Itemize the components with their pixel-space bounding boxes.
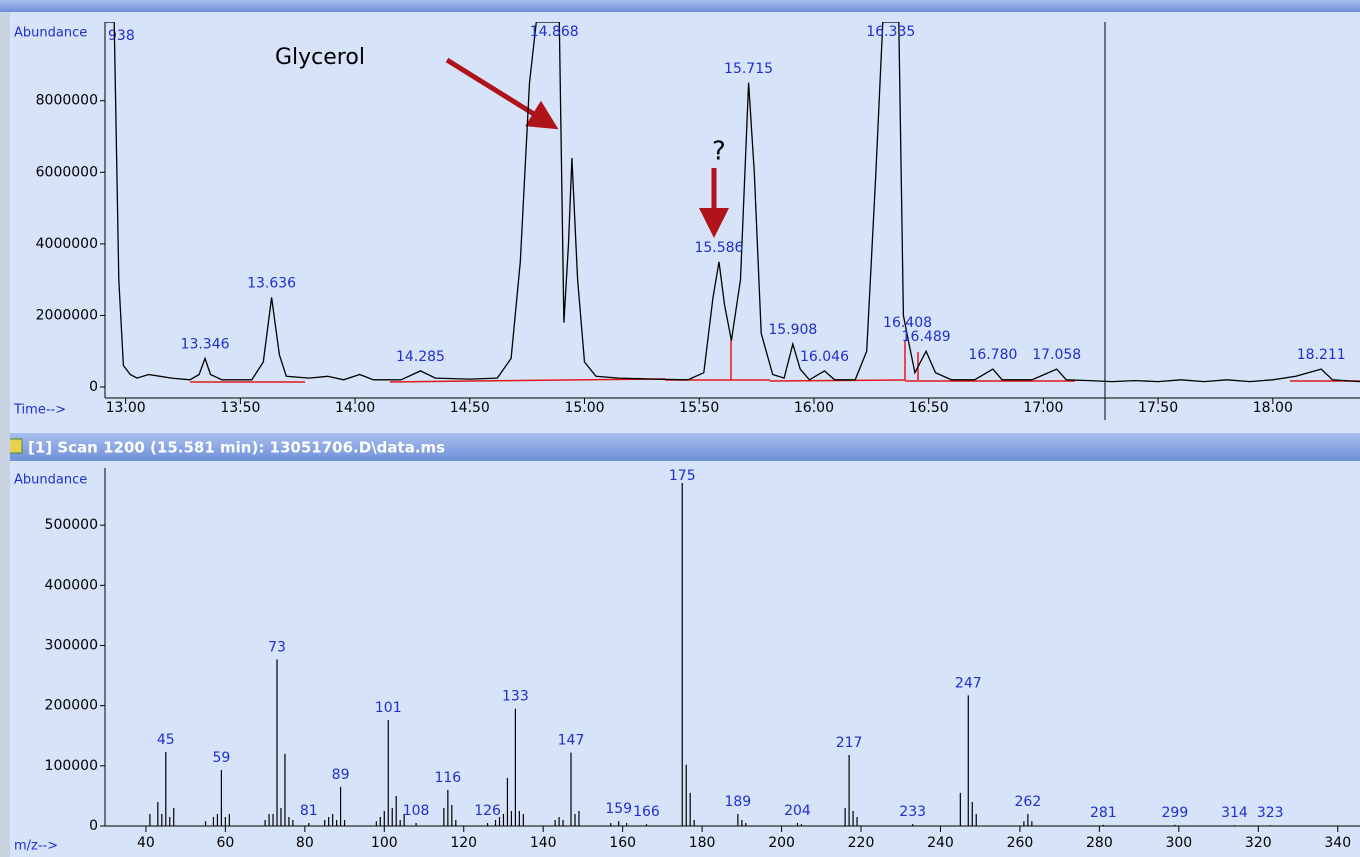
y-tick-label: 200000 — [45, 698, 98, 714]
window-icon — [7, 438, 23, 454]
peak-label: 217 — [836, 735, 863, 751]
left-border — [0, 12, 10, 857]
x-axis-label: m/z--> — [14, 839, 58, 854]
peak-label: 147 — [558, 733, 585, 749]
y-tick-label: 0 — [89, 379, 98, 395]
x-tick-label: 16.50 — [909, 400, 949, 416]
peak-label: 108 — [403, 803, 430, 819]
y-axis-label: Abundance — [14, 473, 87, 488]
annotation: 938 — [108, 28, 135, 44]
peak-label: 15.715 — [724, 61, 773, 77]
y-tick-label: 2000000 — [36, 307, 98, 323]
baseline — [769, 379, 906, 382]
peak-label: 13.636 — [247, 276, 296, 292]
peak-label: 16.780 — [968, 347, 1017, 363]
y-axis-label: Abundance — [14, 26, 87, 41]
x-tick-label: 260 — [1007, 835, 1034, 851]
y-tick-label: 4000000 — [36, 236, 98, 252]
y-tick-label: 0 — [89, 818, 98, 834]
x-tick-label: 17.00 — [1023, 400, 1063, 416]
x-tick-label: 18.00 — [1253, 400, 1293, 416]
peak-label: 247 — [955, 675, 982, 691]
x-tick-label: 320 — [1245, 835, 1272, 851]
peak-label: 314 — [1221, 805, 1248, 821]
x-tick-label: 160 — [609, 835, 636, 851]
x-tick-label: 180 — [689, 835, 716, 851]
x-tick-label: 13.00 — [106, 400, 146, 416]
x-tick-label: 340 — [1324, 835, 1351, 851]
baseline — [469, 378, 666, 382]
peak-label: 233 — [899, 804, 926, 820]
peak-label: 89 — [332, 767, 350, 783]
x-tick-label: 200 — [768, 835, 795, 851]
x-tick-label: 300 — [1165, 835, 1192, 851]
peak-label: 166 — [633, 804, 660, 820]
x-tick-label: 120 — [450, 835, 477, 851]
y-tick-label: 100000 — [45, 758, 98, 774]
peak-label: 281 — [1090, 805, 1117, 821]
peak-label: 73 — [268, 639, 286, 655]
peak-label: 45 — [157, 732, 175, 748]
x-tick-label: 240 — [927, 835, 954, 851]
peak-label: 126 — [474, 803, 501, 819]
y-tick-label: 6000000 — [36, 164, 98, 180]
x-tick-label: 220 — [848, 835, 875, 851]
peak-label: 14.868 — [530, 24, 579, 40]
y-tick-label: 400000 — [45, 577, 98, 593]
peak-label: 159 — [605, 801, 632, 817]
spectrum-panel — [0, 461, 1360, 857]
x-tick-label: 280 — [1086, 835, 1113, 851]
x-tick-label: 13.50 — [220, 400, 260, 416]
top-bar — [0, 0, 1360, 12]
peak-label: 16.489 — [902, 329, 951, 345]
x-tick-label: 16.00 — [794, 400, 834, 416]
peak-label: 133 — [502, 689, 529, 705]
x-tick-label: 15.50 — [679, 400, 719, 416]
x-tick-label: 60 — [216, 835, 234, 851]
x-axis-label: Time--> — [13, 403, 66, 418]
peak-label: 299 — [1162, 805, 1189, 821]
peak-label: 101 — [375, 700, 402, 716]
peak-label: 16.335 — [866, 24, 915, 40]
x-tick-label: 100 — [371, 835, 398, 851]
peak-label: 59 — [212, 750, 230, 766]
peak-label: 14.285 — [396, 349, 445, 365]
x-tick-label: 15.00 — [564, 400, 604, 416]
x-tick-label: 17.50 — [1138, 400, 1178, 416]
chromatogram-panel — [0, 12, 1360, 422]
peak-label: 15.586 — [694, 240, 743, 256]
peak-label: 15.908 — [768, 322, 817, 338]
arrow — [445, 57, 559, 130]
peak-label: 175 — [669, 468, 696, 484]
peak-label: 17.058 — [1032, 347, 1081, 363]
x-tick-label: 140 — [530, 835, 557, 851]
peak-label: 13.346 — [181, 336, 230, 352]
peak-label: 323 — [1257, 805, 1284, 821]
y-tick-label: 300000 — [45, 637, 98, 653]
peak-label: 16.408 — [883, 315, 932, 331]
baseline — [389, 380, 471, 383]
peak-label: 18.211 — [1297, 347, 1346, 363]
peak-label: 81 — [300, 803, 318, 819]
trace — [105, 22, 1360, 383]
y-tick-label: 8000000 — [36, 93, 98, 109]
spectrum-title-bar — [0, 433, 1360, 461]
x-tick-label: 40 — [137, 835, 155, 851]
spectrum-title: [1] Scan 1200 (15.581 min): 13051706.D\d… — [28, 439, 445, 457]
peak-label: 16.046 — [800, 349, 849, 365]
annotation: ? — [712, 137, 726, 167]
y-tick-label: 500000 — [45, 517, 98, 533]
peak-label: 204 — [784, 803, 811, 819]
annotation: Glycerol — [275, 45, 365, 70]
x-tick-label: 14.00 — [335, 400, 375, 416]
x-tick-label: 80 — [296, 835, 314, 851]
peak-label: 116 — [434, 770, 461, 786]
x-tick-label: 14.50 — [450, 400, 490, 416]
peak-label: 262 — [1015, 794, 1042, 810]
peak-label: 189 — [724, 794, 751, 810]
